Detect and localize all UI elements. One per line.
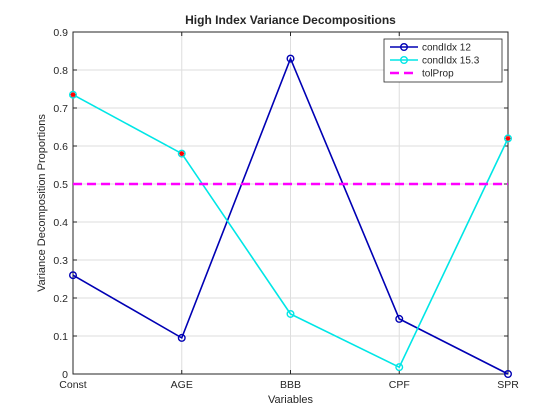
series-line-1 [72,56,509,375]
ticks: 0 0.1 0.2 0.3 0.4 0.5 0.6 0.7 0.8 0.9 Const AGE BBB C… [53,27,519,391]
x-tick-label: CPF [389,379,410,391]
legend-label-3: tolProp [422,69,454,80]
x-tick-label: SPR [497,379,519,391]
x-tick-label: AGE [171,379,193,391]
highlight-marker [179,151,185,157]
series-1-marker [504,370,513,379]
series [68,54,513,379]
series-1-marker [177,333,186,342]
series-2-marker [286,309,295,318]
chart-title: High Index Variance Decompositions [185,13,396,27]
y-tick-label: 0.5 [53,179,68,191]
highlight-marker [505,135,511,141]
series-2-marker [395,363,404,372]
y-tick-label: 0.9 [53,27,68,39]
x-axis-label: Variables [268,394,314,406]
y-tick-label: 0.2 [53,293,68,305]
y-tick-label: 0.3 [53,255,68,267]
y-tick-label: 0.7 [53,103,68,115]
y-tick-label: 0.1 [53,331,68,343]
series-2-marker [177,149,186,158]
series-1-marker [68,271,77,280]
y-axis-label: Variance Decomposition Proportions [36,114,48,292]
legend-label-2: condIdx 15.3 [422,56,480,67]
series-1-marker [395,314,404,323]
legend: condIdx 12 condIdx 15.3 tolProp [383,38,503,83]
highlight-points [70,92,511,157]
y-tick-label: 0 [62,369,68,381]
x-tick-label: BBB [280,379,301,391]
series-2-marker [504,134,513,143]
y-tick-label: 0.8 [53,65,68,77]
legend-label-1: condIdx 12 [422,43,471,54]
x-tick-label: Const [59,379,87,391]
series-line-2 [72,93,509,369]
highlight-marker [70,92,76,98]
legend-marker-2 [400,56,409,65]
legend-marker-1 [400,43,409,52]
y-tick-label: 0.4 [53,217,68,229]
y-tick-label: 0.6 [53,141,68,153]
series-1-marker [286,54,295,63]
series-2-marker [68,90,77,99]
